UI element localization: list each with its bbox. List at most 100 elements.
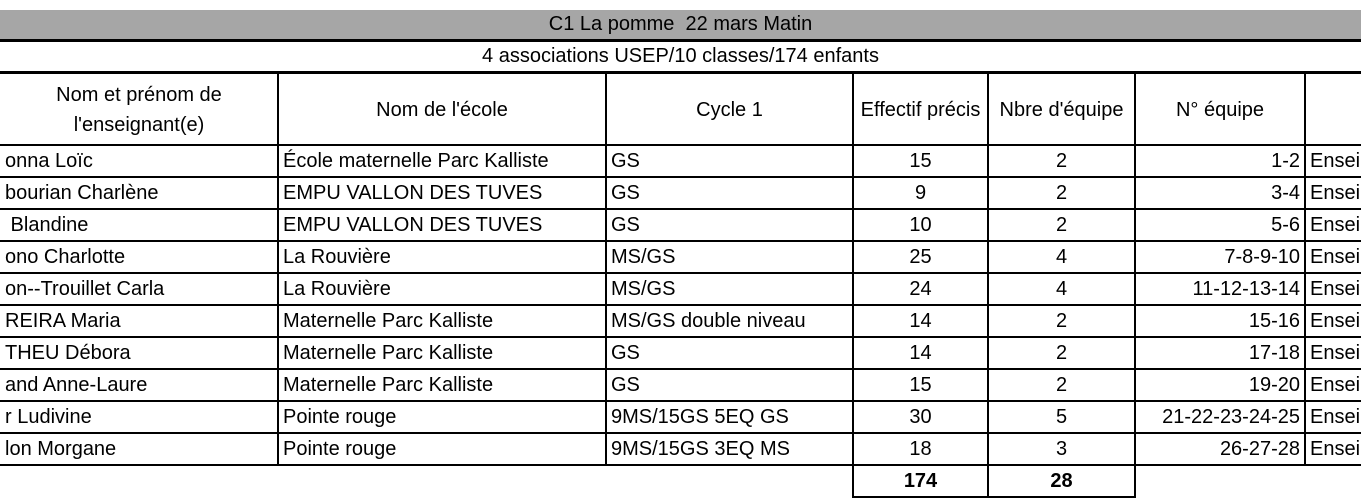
table-cell: 21-22-23-24-25 bbox=[1162, 405, 1300, 428]
table-cell: bourian Charlène bbox=[5, 181, 159, 204]
column-border bbox=[605, 74, 607, 465]
table-cell: EMPU VALLON DES TUVES bbox=[283, 181, 543, 204]
column-border bbox=[277, 74, 279, 465]
table-cell: GS bbox=[611, 149, 640, 172]
table-cell: 4 bbox=[1055, 277, 1068, 300]
table-cell: EMPU VALLON DES TUVES bbox=[283, 213, 543, 236]
table-cell: Pointe rouge bbox=[283, 405, 397, 428]
title-band bbox=[0, 10, 1361, 39]
column-header: Effectif précis bbox=[860, 98, 981, 121]
total-cell: 174 bbox=[903, 469, 938, 492]
table-cell: Ensei bbox=[1310, 149, 1361, 172]
table-cell: 18 bbox=[909, 437, 932, 460]
table-cell: 4 bbox=[1055, 245, 1068, 268]
table-cell: 2 bbox=[1055, 213, 1068, 236]
table-cell: Ensei bbox=[1310, 405, 1361, 428]
table-cell: GS bbox=[611, 181, 640, 204]
table-cell: 25 bbox=[909, 245, 932, 268]
table-cell: Ensei bbox=[1310, 245, 1361, 268]
table-cell: Ensei bbox=[1310, 341, 1361, 364]
column-header: Nom et prénom de l'enseignant(e) bbox=[56, 83, 222, 136]
table-cell: 7-8-9-10 bbox=[1224, 245, 1300, 268]
table-cell: 2 bbox=[1055, 309, 1068, 332]
table-cell: onna Loïc bbox=[5, 149, 93, 172]
row-border bbox=[0, 464, 1361, 466]
table-cell: 9MS/15GS 5EQ GS bbox=[611, 405, 789, 428]
row-border bbox=[0, 368, 1361, 370]
column-header: Nbre d'équipe bbox=[999, 98, 1124, 121]
table-cell: REIRA Maria bbox=[5, 309, 121, 332]
table-cell: 3 bbox=[1055, 437, 1068, 460]
table-cell: Ensei bbox=[1310, 373, 1361, 396]
row-border bbox=[0, 304, 1361, 306]
table-cell: MS/GS bbox=[611, 277, 676, 300]
table-cell: Ensei bbox=[1310, 213, 1361, 236]
table-cell: 14 bbox=[909, 309, 932, 332]
table-cell: 10 bbox=[909, 213, 932, 236]
table-cell: Maternelle Parc Kalliste bbox=[283, 309, 494, 332]
column-border bbox=[1304, 74, 1306, 465]
sheet-title: C1 La pomme 22 mars Matin bbox=[548, 13, 813, 35]
table-cell: on--Trouillet Carla bbox=[5, 277, 165, 300]
table-cell: 2 bbox=[1055, 373, 1068, 396]
table-cell: Maternelle Parc Kalliste bbox=[283, 373, 494, 396]
table-cell: and Anne-Laure bbox=[5, 373, 148, 396]
total-border bbox=[987, 465, 989, 497]
rule bbox=[0, 71, 1361, 74]
table-cell: 14 bbox=[909, 341, 932, 364]
row-border bbox=[0, 208, 1361, 210]
row-border bbox=[0, 336, 1361, 338]
table-cell: 2 bbox=[1055, 341, 1068, 364]
column-border bbox=[852, 74, 854, 465]
table-cell: MS/GS bbox=[611, 245, 676, 268]
total-border bbox=[1134, 465, 1136, 497]
row-border bbox=[0, 400, 1361, 402]
table-cell: 3-4 bbox=[1271, 181, 1300, 204]
table-cell: Blandine bbox=[5, 213, 89, 236]
table-cell: 19-20 bbox=[1248, 373, 1300, 396]
total-border bbox=[852, 465, 854, 497]
table-cell: MS/GS double niveau bbox=[611, 309, 806, 332]
table-cell: GS bbox=[611, 341, 640, 364]
table-cell: Ensei bbox=[1310, 437, 1361, 460]
row-border bbox=[0, 240, 1361, 242]
table-cell: lon Morgane bbox=[5, 437, 117, 460]
table-cell: 15-16 bbox=[1248, 309, 1300, 332]
row-border bbox=[0, 432, 1361, 434]
table-cell: ono Charlotte bbox=[5, 245, 126, 268]
table-cell: Ensei bbox=[1310, 277, 1361, 300]
table-cell: r Ludivine bbox=[5, 405, 92, 428]
rule bbox=[0, 39, 1361, 42]
table-cell: La Rouvière bbox=[283, 277, 391, 300]
column-border bbox=[987, 74, 989, 465]
table-cell: Ensei bbox=[1310, 309, 1361, 332]
row-border bbox=[0, 272, 1361, 274]
column-header: Nom de l'école bbox=[376, 98, 508, 121]
table-cell: 11-12-13-14 bbox=[1192, 277, 1300, 300]
table-cell: 17-18 bbox=[1248, 341, 1300, 364]
table-cell: 9 bbox=[914, 181, 927, 204]
rule bbox=[0, 144, 1361, 146]
table-cell: 9MS/15GS 3EQ MS bbox=[611, 437, 790, 460]
table-cell: Maternelle Parc Kalliste bbox=[283, 341, 494, 364]
sheet-subtitle: 4 associations USEP/10 classes/174 enfan… bbox=[482, 45, 879, 67]
table-cell: GS bbox=[611, 373, 640, 396]
column-header: Cycle 1 bbox=[696, 98, 763, 121]
table-cell: 15 bbox=[909, 373, 932, 396]
total-cell: 28 bbox=[1050, 469, 1073, 492]
column-header: N° équipe bbox=[1175, 98, 1265, 121]
table-cell: Ensei bbox=[1310, 181, 1361, 204]
total-border bbox=[852, 496, 1136, 498]
table-cell: 30 bbox=[909, 405, 932, 428]
row-border bbox=[0, 176, 1361, 178]
table-cell: THEU Débora bbox=[5, 341, 131, 364]
table-cell: 2 bbox=[1055, 149, 1068, 172]
table-cell: 5-6 bbox=[1271, 213, 1300, 236]
table-cell: Pointe rouge bbox=[283, 437, 397, 460]
table-cell: 5 bbox=[1055, 405, 1068, 428]
table-cell: La Rouvière bbox=[283, 245, 391, 268]
table-cell: 15 bbox=[909, 149, 932, 172]
table-cell: 24 bbox=[909, 277, 932, 300]
table-cell: 1-2 bbox=[1271, 149, 1300, 172]
